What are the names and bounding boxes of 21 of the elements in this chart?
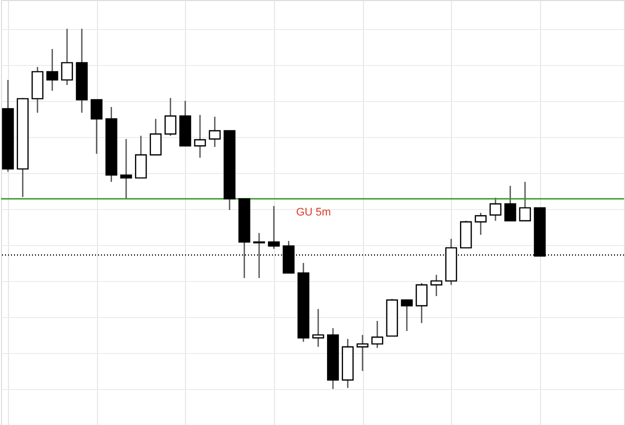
candlestick xyxy=(120,138,132,200)
candlestick xyxy=(90,99,103,154)
candlestick xyxy=(164,97,176,136)
candlestick xyxy=(268,205,280,250)
candlestick xyxy=(371,320,384,349)
candlestick xyxy=(312,308,324,348)
annotation: GU 5m xyxy=(296,206,331,218)
candlestick xyxy=(150,118,162,156)
candlestick xyxy=(416,282,428,324)
candlestick xyxy=(134,135,147,179)
candlestick xyxy=(504,185,516,222)
candlestick xyxy=(519,181,531,222)
candlestick xyxy=(46,48,58,92)
candlestick xyxy=(474,212,487,236)
candlestick xyxy=(61,28,73,86)
candlestick xyxy=(208,116,221,148)
candlestick xyxy=(430,274,442,297)
candlestick xyxy=(194,114,206,158)
candlestick xyxy=(490,197,502,222)
candlestick xyxy=(400,299,413,332)
candlestick xyxy=(356,334,368,372)
